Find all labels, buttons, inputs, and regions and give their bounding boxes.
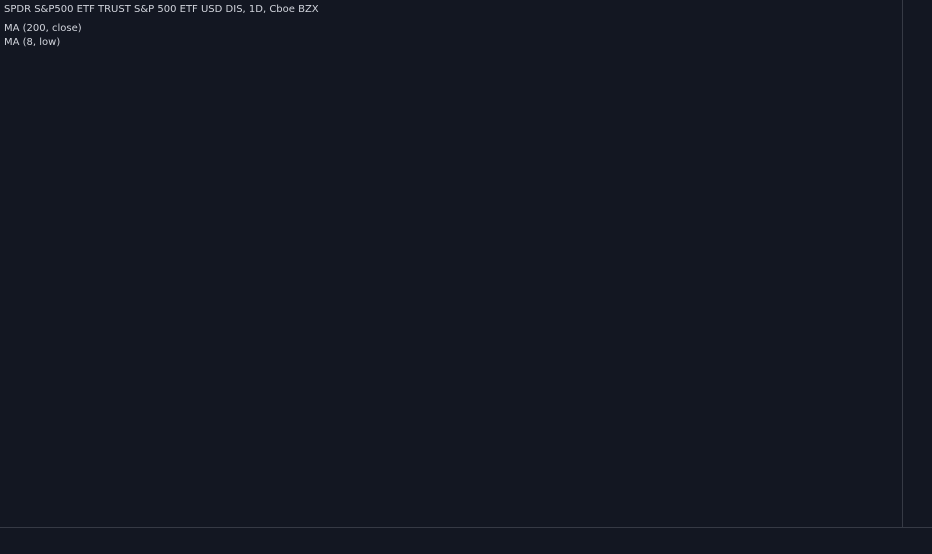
legend-entry: MA (8, low) [4, 37, 60, 48]
chart-title: SPDR S&P500 ETF TRUST S&P 500 ETF USD DI… [4, 4, 319, 15]
legend-entry: MA (200, close) [4, 23, 82, 34]
